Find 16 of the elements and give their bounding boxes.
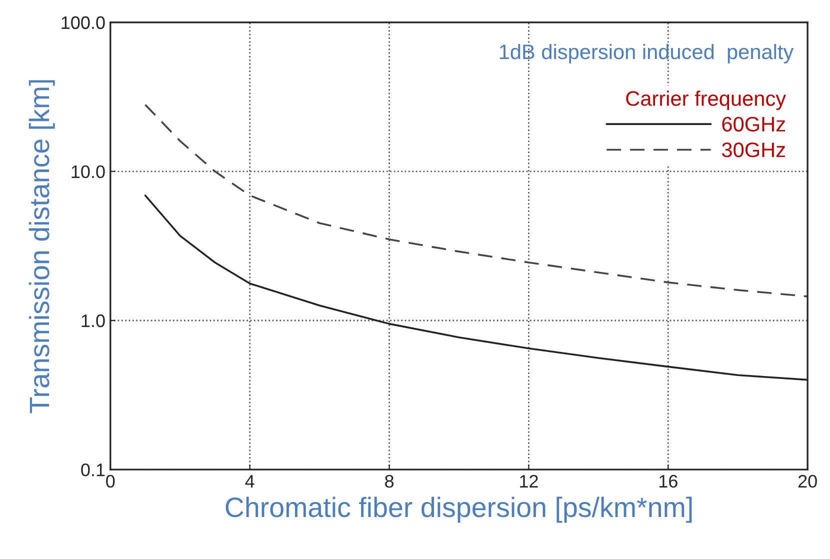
x-tick-label: 0 [106,474,115,488]
legend-label: 30GHz [722,142,785,158]
x-tick-label: 20 [798,474,817,488]
y-tick-label: 100.0 [62,16,105,30]
x-tick-label: 4 [245,475,254,488]
y-tick-label: 10.0 [72,165,105,178]
y-tick-label: 0.1 [81,463,105,476]
annotation: 1dB dispersion induced penalty [500,44,794,64]
y-tick-label: 1.0 [82,314,105,328]
x-axis-title: Chromatic fiber dispersion [ps/km*nm] [226,496,692,523]
x-tick-label: 12 [520,474,538,488]
legend-label: 60GHz [722,116,785,132]
x-tick-label: 8 [385,474,394,488]
x-tick-label: 16 [659,474,678,488]
legend-title: Carrier frequency [626,90,786,110]
y-axis-title: Transmission distance [km] [28,80,55,414]
